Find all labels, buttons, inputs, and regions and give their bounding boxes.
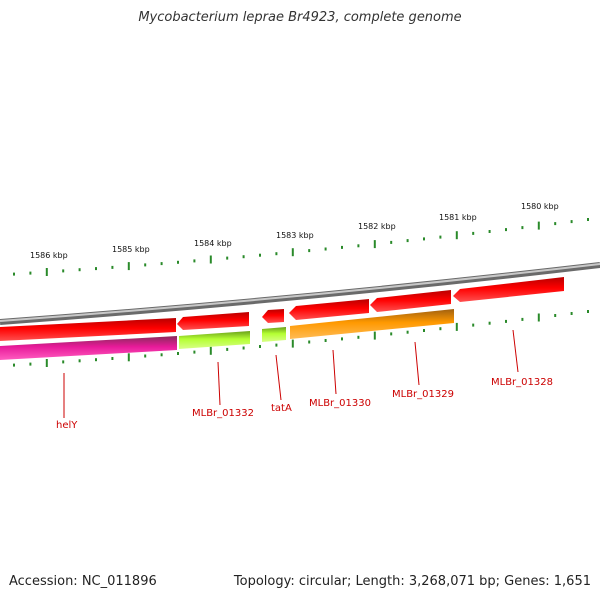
cds-arrow[interactable] [262, 309, 284, 323]
gene-MLBr_01330-box[interactable] [290, 309, 454, 339]
scale-label: 1584 kbp [194, 239, 232, 248]
cds-arrow[interactable] [370, 290, 451, 312]
gene-MLBr_01332-box[interactable] [179, 331, 250, 349]
gene-leader-line [414, 341, 420, 386]
gene-leader-line [512, 329, 519, 373]
scale-label: 1582 kbp [358, 222, 396, 231]
scale-label: 1581 kbp [439, 213, 477, 222]
genome-summary-text: Topology: circular; Length: 3,268,071 bp… [233, 574, 591, 589]
scale-label: 1580 kbp [521, 202, 559, 211]
genome-backbone-highlight [0, 263, 600, 322]
cds-arrow[interactable] [453, 277, 564, 302]
gene-label-MLBr_01332[interactable]: MLBr_01332 [192, 408, 254, 419]
gene-label-MLBr_01328[interactable]: MLBr_01328 [491, 377, 553, 388]
gene-leader-line [332, 349, 337, 395]
gene-label-tatA[interactable]: tatA [271, 403, 292, 414]
cds-arrow[interactable] [289, 299, 369, 320]
scale-label: 1585 kbp [112, 245, 150, 254]
cds-arrow[interactable] [177, 312, 249, 330]
gene-leader-line [217, 361, 221, 406]
gene-leader-line [275, 354, 282, 401]
gene-label-MLBr_01329[interactable]: MLBr_01329 [392, 389, 454, 400]
gene-helY-box[interactable] [0, 336, 177, 360]
scale-label: 1583 kbp [276, 231, 314, 240]
scale-label: 1586 kbp [30, 251, 68, 260]
page-title: Mycobacterium leprae Br4923, complete ge… [138, 10, 462, 25]
scale-ticks-upper [13, 218, 589, 276]
gene-tatA-box[interactable] [262, 327, 286, 342]
gene-label-helY[interactable]: helY [56, 420, 78, 431]
gene-label-MLBr_01330[interactable]: MLBr_01330 [309, 398, 371, 409]
accession-text: Accession: NC_011896 [9, 574, 157, 589]
scale-ticks-lower [13, 310, 589, 367]
cds-arrow[interactable] [0, 318, 176, 341]
